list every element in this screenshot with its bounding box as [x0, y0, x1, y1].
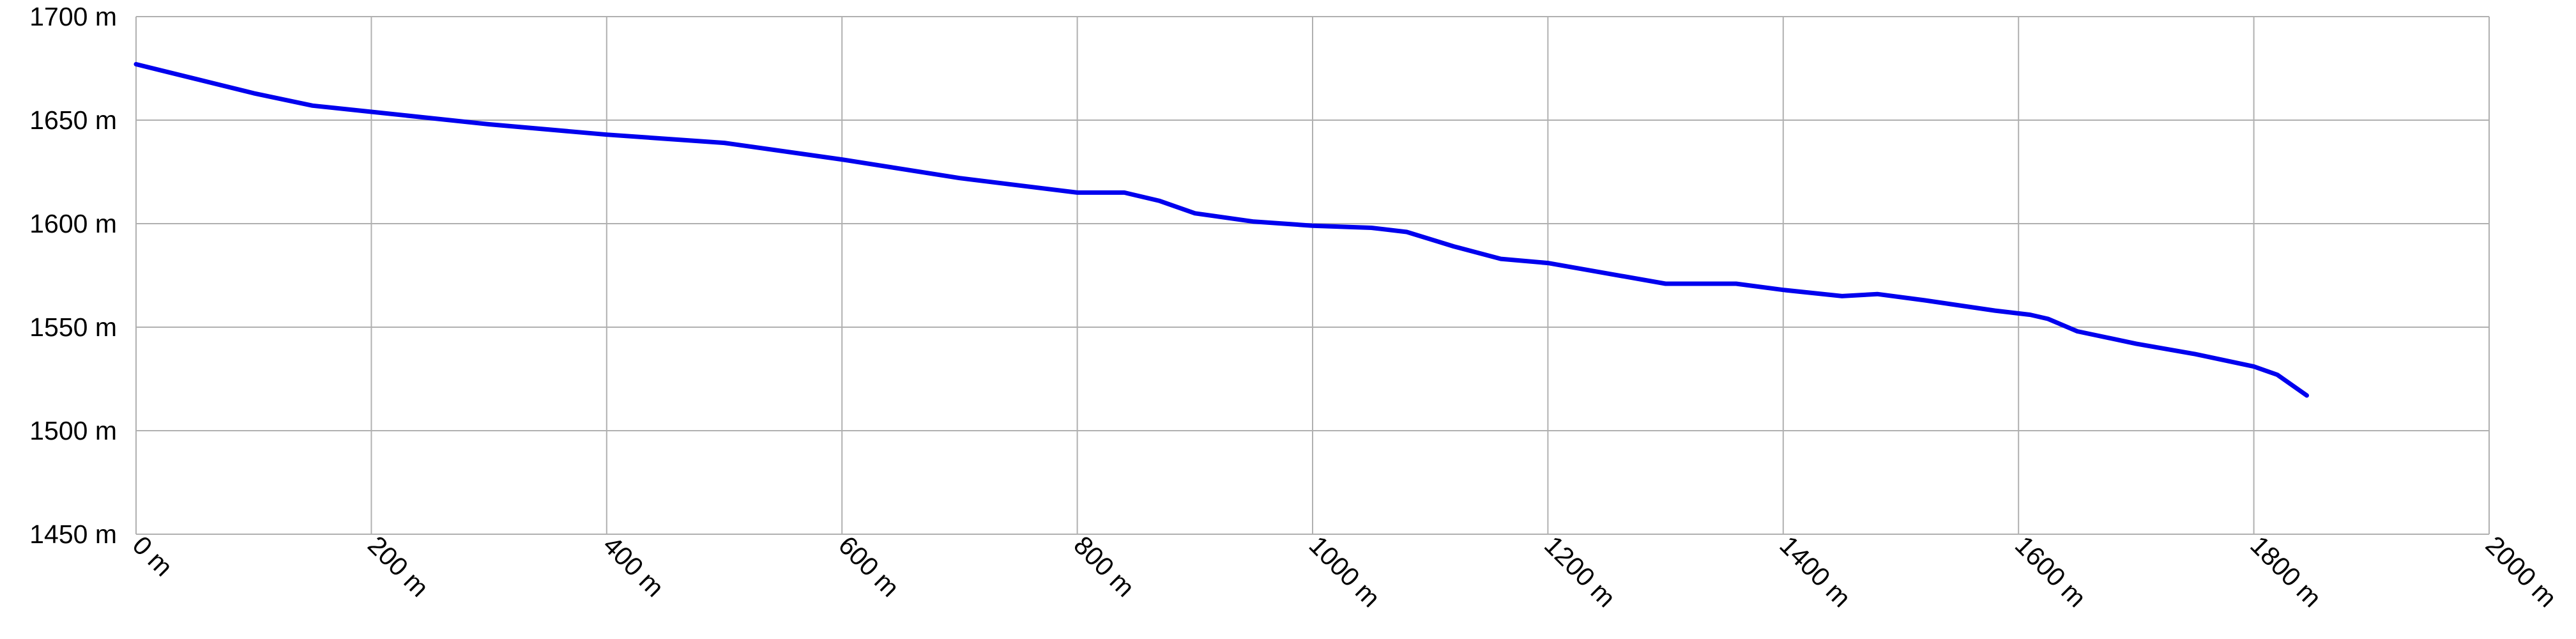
x-tick-label: 600 m [833, 530, 905, 603]
x-tick-label: 2000 m [2480, 530, 2563, 613]
x-tick-label: 1800 m [2244, 530, 2327, 613]
x-tick-label: 400 m [597, 530, 669, 603]
elevation-line [133, 62, 2309, 398]
y-tick-label: 1550 m [29, 312, 117, 342]
y-tick-label: 1700 m [29, 2, 117, 31]
y-tick-label: 1450 m [29, 520, 117, 549]
x-tick-label: 800 m [1068, 530, 1140, 603]
x-tick-label: 1400 m [1774, 530, 1856, 613]
y-tick-label: 1600 m [29, 209, 117, 238]
y-tick-label: 1500 m [29, 416, 117, 445]
x-tick-label: 200 m [362, 530, 434, 603]
x-tick-label: 0 m [127, 530, 179, 582]
x-tick-label: 1200 m [1539, 530, 1621, 613]
x-tick-label: 1000 m [1304, 530, 1386, 613]
x-tick-label: 1600 m [2009, 530, 2092, 613]
y-tick-label: 1650 m [29, 105, 117, 135]
